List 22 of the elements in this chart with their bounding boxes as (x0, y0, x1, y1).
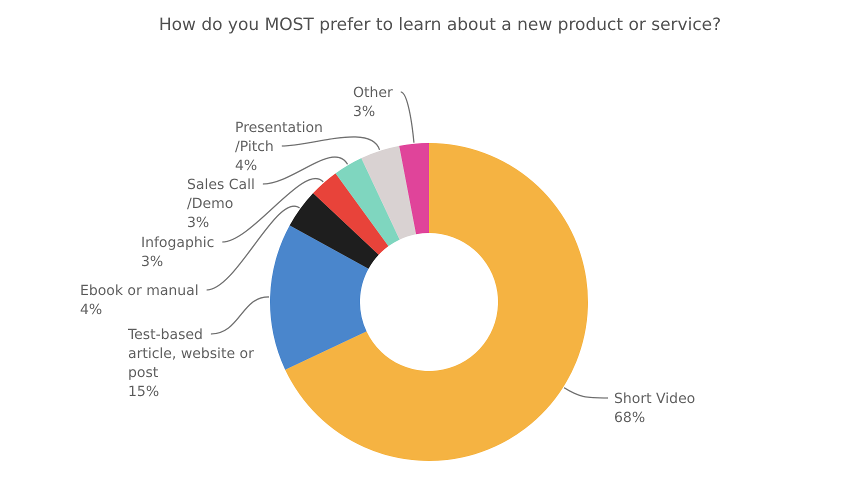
slice-label: Infogaphic (141, 235, 214, 251)
data-label: 15% (128, 384, 160, 400)
data-label: 3% (187, 215, 210, 231)
slice-label: Ebook or manual (80, 283, 199, 299)
donut-slice (313, 173, 388, 255)
slice-label: Short Video (614, 391, 696, 407)
data-label: 4% (235, 158, 258, 174)
data-label: 3% (353, 104, 376, 120)
donut-slice (270, 225, 369, 370)
donut-slice (336, 158, 400, 246)
data-label: 68% (614, 410, 646, 426)
chart-title: How do you MOST prefer to learn about a new product or service? (158, 15, 722, 35)
slice-label: Sales Call /Demo (187, 177, 255, 212)
data-label: 3% (141, 254, 164, 270)
slice-label: Presentation /Pitch (235, 120, 323, 155)
donut-slice (399, 143, 429, 234)
slice-label: Other (353, 85, 393, 101)
donut-slice (285, 143, 588, 461)
donut-slice (290, 193, 379, 269)
data-label: 4% (80, 302, 102, 318)
slice-label: Test-based article, website or post (127, 327, 254, 381)
donut-slice (361, 146, 416, 240)
